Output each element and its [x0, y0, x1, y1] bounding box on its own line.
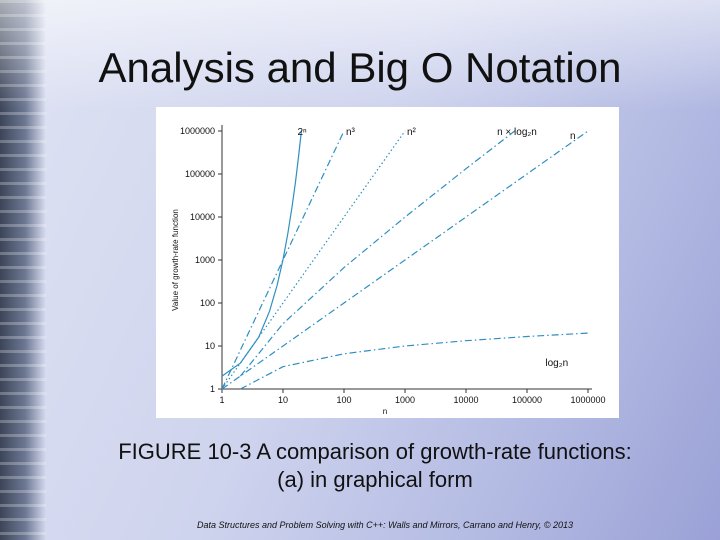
x-tick-label: 1: [219, 395, 224, 405]
y-tick-label: 10000: [190, 212, 215, 222]
x-tick-label: 1000: [395, 395, 415, 405]
figure-caption: FIGURE 10-3 A comparison of growth-rate …: [60, 438, 690, 494]
x-tick-label: 100: [336, 395, 351, 405]
series-line-5: [240, 332, 589, 390]
x-axis-label: n: [383, 407, 387, 416]
y-axis-label: Value of growth-rate function: [171, 209, 180, 311]
caption-line-1: FIGURE 10-3 A comparison of growth-rate …: [118, 439, 632, 464]
x-tick-label: 100000: [512, 395, 542, 405]
series-label-1: n³: [346, 127, 356, 138]
title-glow: [0, 0, 720, 110]
growth-rate-chart: 1 10 100 1000 10000 100000 1000000 1 10 100 1000 10…: [171, 125, 606, 416]
series-label-4: n: [570, 131, 576, 142]
y-tick-label: 1: [210, 384, 215, 394]
caption-line-2: (a) in graphical form: [277, 467, 473, 492]
slide-title: Analysis and Big O Notation: [98, 44, 622, 91]
x-tick-label: 10000: [453, 395, 478, 405]
series-line-1: [221, 130, 345, 390]
series-line-2: [221, 130, 406, 390]
series-line-4: [221, 130, 589, 390]
series-line-3: [239, 130, 516, 377]
series-label-2: n²: [407, 127, 417, 138]
series-label-0: 2ⁿ: [297, 127, 307, 138]
series-label-5: log₂n: [545, 358, 568, 369]
y-tick-label: 10: [205, 341, 215, 351]
x-tick-label: 10: [278, 395, 288, 405]
series-line-0: [221, 130, 302, 377]
series-label-3: n × log₂n: [497, 127, 537, 138]
y-tick-label: 100: [200, 298, 215, 308]
x-tick-label: 1000000: [570, 395, 605, 405]
y-tick-label: 1000: [195, 255, 215, 265]
slide-footer: Data Structures and Problem Solving with…: [197, 520, 573, 530]
chart-panel: 1 10 100 1000 10000 100000 1000000 1 10 100 1000 10…: [156, 107, 619, 418]
y-tick-label: 1000000: [180, 126, 215, 136]
y-tick-label: 100000: [185, 169, 215, 179]
